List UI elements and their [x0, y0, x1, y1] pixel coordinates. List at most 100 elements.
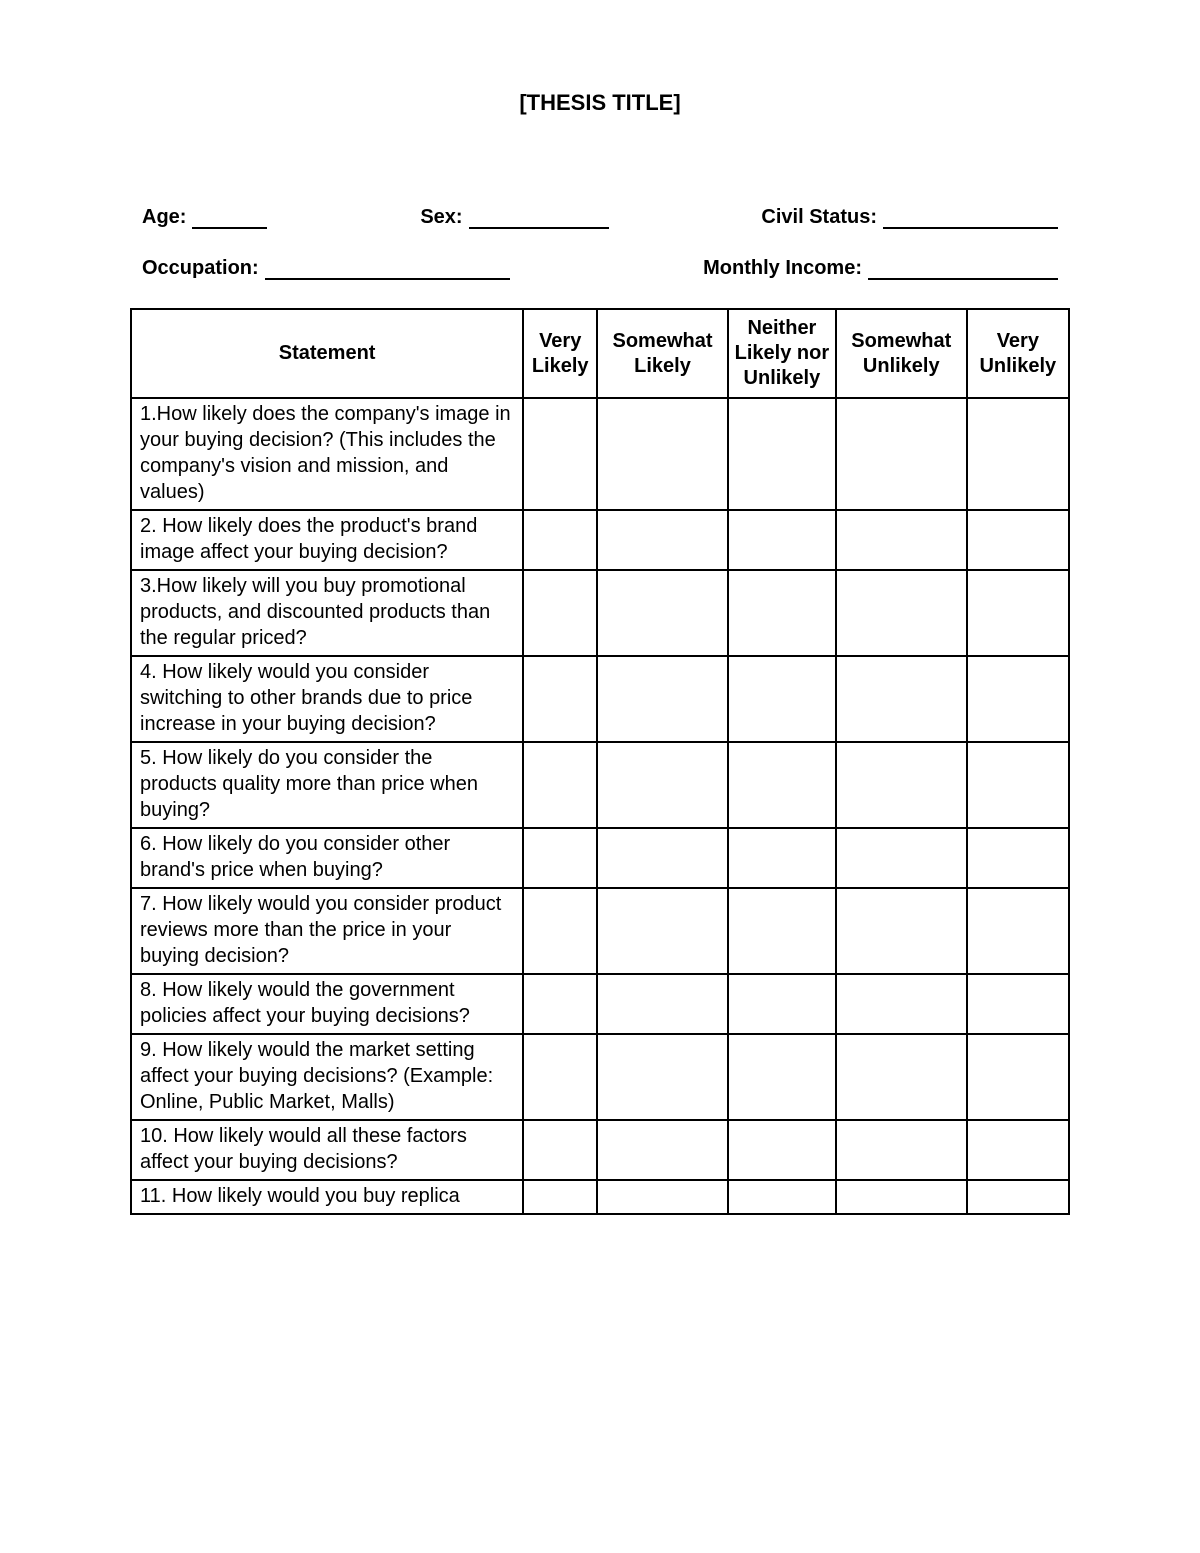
- statement-cell: 10. How likely would all these factors a…: [131, 1120, 523, 1180]
- likert-cell[interactable]: [523, 510, 597, 570]
- likert-cell[interactable]: [597, 398, 728, 510]
- likert-cell[interactable]: [967, 828, 1069, 888]
- statement-cell: 3.How likely will you buy promotional pr…: [131, 570, 523, 656]
- field-age: Age:: [142, 206, 267, 229]
- demographics-row-2: Occupation: Monthly Income:: [130, 257, 1070, 280]
- likert-cell[interactable]: [967, 742, 1069, 828]
- likert-cell[interactable]: [967, 1034, 1069, 1120]
- col-header-very-likely: Very Likely: [523, 309, 597, 398]
- col-header-statement: Statement: [131, 309, 523, 398]
- table-row: 4. How likely would you consider switchi…: [131, 656, 1069, 742]
- likert-cell[interactable]: [597, 1120, 728, 1180]
- likert-survey-table: Statement Very Likely Somewhat Likely Ne…: [130, 308, 1070, 1215]
- likert-cell[interactable]: [523, 974, 597, 1034]
- table-row: 8. How likely would the government polic…: [131, 974, 1069, 1034]
- statement-cell: 5. How likely do you consider the produc…: [131, 742, 523, 828]
- statement-cell: 1.How likely does the company's image in…: [131, 398, 523, 510]
- statement-cell: 7. How likely would you consider product…: [131, 888, 523, 974]
- likert-cell[interactable]: [523, 1120, 597, 1180]
- likert-cell[interactable]: [836, 1034, 967, 1120]
- likert-cell[interactable]: [597, 570, 728, 656]
- table-row: 7. How likely would you consider product…: [131, 888, 1069, 974]
- likert-cell[interactable]: [836, 656, 967, 742]
- likert-cell[interactable]: [836, 510, 967, 570]
- likert-cell[interactable]: [967, 398, 1069, 510]
- likert-cell[interactable]: [728, 742, 836, 828]
- likert-cell[interactable]: [967, 656, 1069, 742]
- statement-cell: 11. How likely would you buy replica: [131, 1180, 523, 1214]
- likert-cell[interactable]: [967, 974, 1069, 1034]
- table-row: 10. How likely would all these factors a…: [131, 1120, 1069, 1180]
- statement-cell: 9. How likely would the market setting a…: [131, 1034, 523, 1120]
- likert-cell[interactable]: [728, 1120, 836, 1180]
- likert-cell[interactable]: [597, 974, 728, 1034]
- col-header-neither: Neither Likely nor Unlikely: [728, 309, 836, 398]
- table-row: 9. How likely would the market setting a…: [131, 1034, 1069, 1120]
- likert-cell[interactable]: [523, 828, 597, 888]
- income-label: Monthly Income:: [703, 257, 862, 280]
- likert-cell[interactable]: [597, 742, 728, 828]
- likert-cell[interactable]: [523, 656, 597, 742]
- age-label: Age:: [142, 206, 186, 229]
- likert-cell[interactable]: [836, 974, 967, 1034]
- occupation-label: Occupation:: [142, 257, 259, 280]
- likert-cell[interactable]: [728, 570, 836, 656]
- likert-cell[interactable]: [836, 742, 967, 828]
- field-civil-status: Civil Status:: [761, 206, 1058, 229]
- income-underline[interactable]: [868, 262, 1058, 280]
- likert-cell[interactable]: [728, 656, 836, 742]
- likert-cell[interactable]: [728, 974, 836, 1034]
- likert-cell[interactable]: [523, 742, 597, 828]
- table-row: 5. How likely do you consider the produc…: [131, 742, 1069, 828]
- likert-cell[interactable]: [967, 570, 1069, 656]
- likert-cell[interactable]: [836, 1120, 967, 1180]
- likert-cell[interactable]: [523, 1180, 597, 1214]
- sex-label: Sex:: [420, 206, 462, 229]
- table-row: 2. How likely does the product's brand i…: [131, 510, 1069, 570]
- page-title: [THESIS TITLE]: [130, 90, 1070, 116]
- likert-cell[interactable]: [967, 1120, 1069, 1180]
- statement-cell: 2. How likely does the product's brand i…: [131, 510, 523, 570]
- likert-cell[interactable]: [523, 398, 597, 510]
- likert-cell[interactable]: [728, 1180, 836, 1214]
- table-row: 3.How likely will you buy promotional pr…: [131, 570, 1069, 656]
- likert-cell[interactable]: [597, 1180, 728, 1214]
- table-row: 1.How likely does the company's image in…: [131, 398, 1069, 510]
- likert-cell[interactable]: [597, 510, 728, 570]
- likert-cell[interactable]: [728, 888, 836, 974]
- likert-cell[interactable]: [523, 570, 597, 656]
- table-header-row: Statement Very Likely Somewhat Likely Ne…: [131, 309, 1069, 398]
- sex-underline[interactable]: [469, 211, 609, 229]
- table-row: 6. How likely do you consider other bran…: [131, 828, 1069, 888]
- likert-cell[interactable]: [967, 510, 1069, 570]
- likert-cell[interactable]: [836, 828, 967, 888]
- col-header-very-unlikely: Very Unlikely: [967, 309, 1069, 398]
- likert-cell[interactable]: [597, 828, 728, 888]
- likert-cell[interactable]: [967, 1180, 1069, 1214]
- likert-cell[interactable]: [597, 656, 728, 742]
- occupation-underline[interactable]: [265, 262, 510, 280]
- likert-cell[interactable]: [728, 1034, 836, 1120]
- statement-cell: 8. How likely would the government polic…: [131, 974, 523, 1034]
- table-body: 1.How likely does the company's image in…: [131, 398, 1069, 1214]
- demographics-row-1: Age: Sex: Civil Status:: [130, 206, 1070, 229]
- likert-cell[interactable]: [728, 828, 836, 888]
- likert-cell[interactable]: [728, 398, 836, 510]
- likert-cell[interactable]: [728, 510, 836, 570]
- likert-cell[interactable]: [836, 570, 967, 656]
- likert-cell[interactable]: [836, 1180, 967, 1214]
- age-underline[interactable]: [192, 211, 267, 229]
- civil-label: Civil Status:: [761, 206, 877, 229]
- likert-cell[interactable]: [523, 1034, 597, 1120]
- likert-cell[interactable]: [597, 888, 728, 974]
- field-occupation: Occupation:: [142, 257, 510, 280]
- likert-cell[interactable]: [967, 888, 1069, 974]
- field-sex: Sex:: [420, 206, 608, 229]
- likert-cell[interactable]: [836, 398, 967, 510]
- civil-underline[interactable]: [883, 211, 1058, 229]
- likert-cell[interactable]: [836, 888, 967, 974]
- likert-cell[interactable]: [523, 888, 597, 974]
- statement-cell: 4. How likely would you consider switchi…: [131, 656, 523, 742]
- likert-cell[interactable]: [597, 1034, 728, 1120]
- statement-cell: 6. How likely do you consider other bran…: [131, 828, 523, 888]
